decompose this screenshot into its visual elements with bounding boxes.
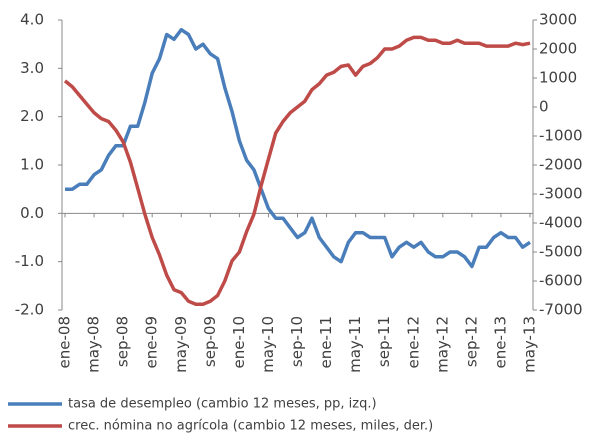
x-tick-label: may-08 — [85, 316, 103, 373]
x-tick-label: ene-09 — [143, 316, 161, 368]
y-tick-label: -1.0 — [15, 252, 44, 270]
y2-tick-label: 0 — [539, 98, 549, 116]
x-tick-label: sep-08 — [114, 316, 132, 367]
legend-label: tasa de desempleo (cambio 12 meses, pp, … — [68, 397, 377, 412]
y-tick-label: 2.0 — [20, 107, 44, 125]
series-line — [65, 27, 531, 269]
x-tick-label: sep-12 — [462, 316, 480, 367]
x-tick-label: ene-11 — [317, 316, 335, 368]
y2-tick-label: -2000 — [539, 156, 583, 174]
series-line — [63, 35, 531, 306]
y-tick-label: 1.0 — [20, 156, 44, 174]
x-tick-label: sep-10 — [288, 316, 306, 367]
x-tick-label: ene-12 — [404, 316, 422, 368]
x-tick-label: may-09 — [172, 316, 190, 373]
y-tick-label: -2.0 — [15, 301, 44, 319]
legend-label: crec. nómina no agrícola (cambio 12 mese… — [68, 419, 433, 434]
y-tick-label: 3.0 — [20, 59, 44, 77]
y-tick-label: 0.0 — [20, 204, 44, 222]
y2-tick-label: -1000 — [539, 127, 583, 145]
x-tick-label: may-11 — [346, 316, 364, 373]
x-tick-label: may-13 — [521, 316, 539, 373]
y2-tick-label: 2000 — [539, 40, 577, 58]
y2-tick-label: 3000 — [539, 11, 577, 29]
y-tick-label: 4.0 — [20, 11, 44, 29]
x-tick-label: ene-13 — [491, 316, 509, 368]
y2-tick-label: -5000 — [539, 243, 583, 261]
y2-tick-label: -3000 — [539, 185, 583, 203]
x-tick-label: sep-11 — [375, 316, 393, 367]
x-tick-label: may-12 — [433, 316, 451, 373]
x-tick-label: ene-08 — [56, 316, 74, 368]
y2-tick-label: -7000 — [539, 301, 583, 319]
x-tick-label: ene-10 — [230, 316, 248, 368]
y2-tick-label: -4000 — [539, 214, 583, 232]
x-tick-label: may-10 — [259, 316, 277, 373]
y2-tick-label: 1000 — [539, 69, 577, 87]
y2-tick-label: -6000 — [539, 272, 583, 290]
x-tick-label: sep-09 — [201, 316, 219, 367]
